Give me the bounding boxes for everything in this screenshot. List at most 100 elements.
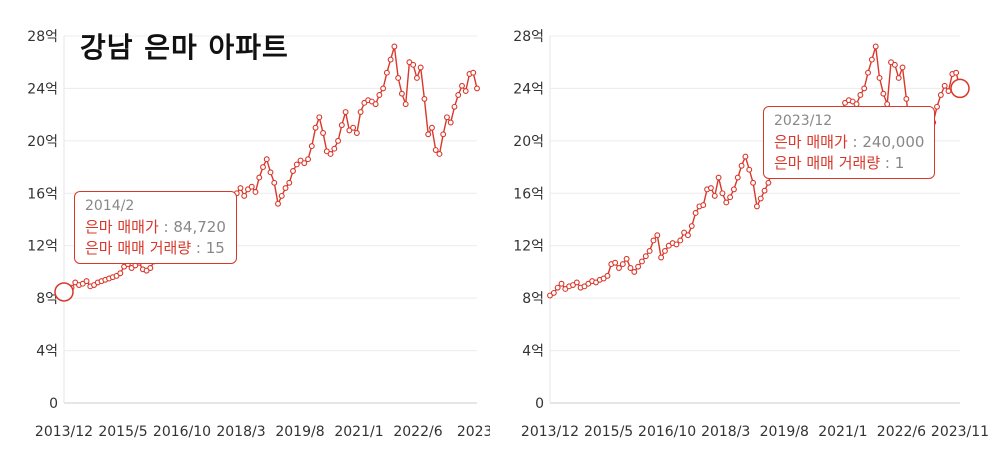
y-tick-label: 4억	[522, 344, 544, 360]
data-point	[857, 92, 864, 98]
data-point	[616, 265, 622, 271]
tooltip-price-label: 은마 매매가	[85, 218, 159, 236]
data-point	[275, 200, 281, 207]
data-point	[681, 229, 688, 236]
data-point	[650, 237, 657, 244]
data-point	[631, 268, 638, 275]
data-point	[350, 124, 357, 131]
tooltip-date: 2023/12	[774, 113, 833, 129]
data-point	[267, 169, 274, 176]
data-point	[372, 101, 379, 108]
data-point	[673, 241, 680, 248]
highlight-point	[54, 282, 74, 302]
y-tick-label: 12억	[27, 239, 58, 255]
data-point	[662, 248, 668, 254]
x-tick-label: 2018/3	[216, 424, 265, 440]
y-tick-label: 16억	[27, 186, 58, 202]
tooltip-right: 2023/12 은마 매매가 : 240,000 은마 매매 거래량 : 1	[763, 106, 936, 179]
x-tick-label: 2015/5	[584, 424, 633, 440]
data-point	[316, 114, 323, 121]
data-point	[899, 64, 906, 71]
data-point	[451, 103, 458, 110]
tooltip-volume-value: 15	[205, 239, 225, 257]
data-point	[868, 56, 875, 63]
data-point	[619, 261, 626, 268]
tooltip-volume-row: 은마 매매 거래량 : 15	[85, 238, 226, 259]
y-tick-label: 16억	[513, 186, 544, 202]
x-tick-label: 2021/1	[818, 424, 867, 440]
data-point	[547, 292, 553, 299]
data-point	[470, 69, 477, 76]
data-point	[700, 202, 707, 209]
data-point	[462, 88, 469, 95]
y-tick-label: 0	[535, 396, 544, 412]
data-point	[237, 185, 244, 191]
data-point	[459, 82, 465, 89]
data-point	[278, 192, 285, 199]
y-tick-label: 28억	[27, 29, 58, 45]
data-point	[719, 190, 726, 197]
x-tick-label: 2022/6	[877, 424, 926, 440]
data-point	[581, 283, 588, 290]
data-point	[891, 61, 898, 68]
data-point	[627, 265, 634, 271]
data-point	[941, 82, 948, 89]
y-tick-label: 8억	[522, 291, 544, 307]
tooltip-volume-value: 1	[894, 154, 905, 172]
tooltip-volume-label: 은마 매매 거래량	[774, 154, 881, 172]
data-point	[353, 130, 360, 136]
data-point	[612, 259, 619, 266]
data-point	[380, 85, 387, 92]
data-point	[876, 74, 883, 81]
data-point	[623, 255, 630, 262]
tooltip-price-value: 240,000	[862, 133, 925, 151]
y-tick-label: 24억	[27, 81, 58, 97]
data-point	[585, 280, 592, 287]
y-tick-label: 4억	[36, 344, 58, 360]
data-point	[639, 258, 645, 265]
chart-panel-left: 0 4억 8억 12억 16억 20억 24억 28억 2013/12 2015/5 2016/10…	[0, 0, 490, 463]
data-point	[895, 74, 902, 81]
data-point	[757, 195, 764, 202]
data-point	[707, 185, 714, 191]
data-point	[252, 189, 259, 195]
data-point	[312, 124, 319, 131]
data-point	[715, 174, 722, 181]
y-tick-label: 24억	[513, 81, 544, 97]
data-point	[376, 92, 383, 98]
tooltip-volume-sep: :	[191, 239, 206, 257]
data-point	[308, 143, 315, 150]
data-point	[335, 137, 342, 144]
data-point	[342, 109, 349, 115]
tooltip-date: 2014/2	[85, 198, 135, 214]
y-tick-label: 8억	[36, 291, 58, 307]
data-point	[327, 151, 334, 157]
tooltip-volume-row: 은마 매매 거래량 : 1	[774, 153, 924, 174]
data-point	[391, 43, 398, 50]
x-tick-label: 2013/12	[35, 424, 93, 440]
data-point	[271, 179, 278, 186]
data-point	[455, 92, 462, 98]
data-point	[765, 179, 772, 186]
data-point	[395, 74, 402, 81]
chart-panel-right: 0 4억 8억 12억 16억 20억 24억 28억 2013/12 2015/5 2016/10…	[490, 0, 1003, 463]
y-tick-label: 28억	[513, 29, 544, 45]
highlight-point	[950, 78, 970, 99]
data-point	[953, 69, 960, 76]
data-point	[550, 289, 557, 296]
data-point	[436, 151, 443, 157]
data-point	[248, 183, 255, 190]
data-point	[665, 242, 672, 249]
data-point	[723, 199, 730, 206]
y-tick-label: 20억	[27, 134, 58, 150]
y-tick-label: 12억	[513, 239, 544, 255]
data-point	[331, 145, 338, 152]
data-point	[256, 174, 263, 181]
data-point	[293, 161, 300, 168]
data-point	[658, 254, 665, 261]
data-point	[417, 64, 424, 71]
x-tick-label: 2013/12	[521, 424, 579, 440]
data-point	[290, 168, 296, 174]
data-point	[402, 101, 409, 108]
x-tick-label: 2018/3	[701, 424, 750, 440]
